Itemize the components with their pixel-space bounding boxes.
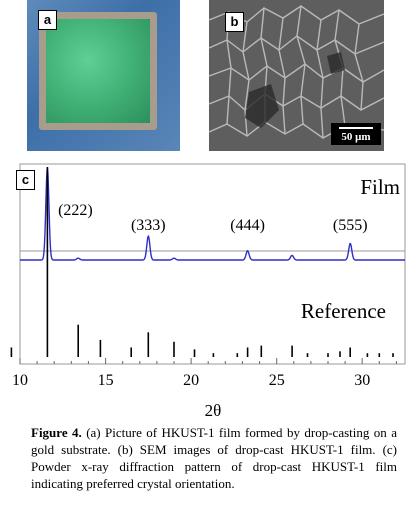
peak-label: (333) <box>131 217 166 234</box>
panel-label-a: a <box>38 10 57 30</box>
scale-bar-label: 50 μm <box>341 131 371 143</box>
peak-label: (222) <box>58 202 93 219</box>
film-photo: a <box>27 0 180 151</box>
x-axis-label: 2θ <box>205 401 222 420</box>
hkust-film <box>46 19 150 123</box>
scale-bar-line <box>339 127 373 129</box>
x-tick-label: 25 <box>269 372 285 389</box>
caption-label: Figure 4. <box>31 425 82 440</box>
x-tick-label: 15 <box>98 372 114 389</box>
scale-bar: 50 μm <box>331 123 381 145</box>
sem-image: b 50 μm <box>209 0 384 151</box>
x-tick-label: 10 <box>12 372 28 389</box>
caption-text: (a) Picture of HKUST-1 film formed by dr… <box>31 425 397 491</box>
plot-frame <box>19 163 406 365</box>
panel-label-b: b <box>225 12 244 32</box>
gold-substrate <box>39 12 157 130</box>
figure-caption: Figure 4. (a) Picture of HKUST-1 film fo… <box>31 424 397 492</box>
peak-label: (444) <box>230 217 265 234</box>
panel-label-c: c <box>16 170 35 190</box>
xrd-chart: (222) (333) (444) (555) 10 15 20 25 30 Film Ref… <box>10 163 406 420</box>
x-tick-label: 20 <box>183 372 199 389</box>
x-tick-label: 30 <box>354 372 370 389</box>
series-label-reference: Reference <box>301 299 386 323</box>
peak-label: (555) <box>333 217 368 234</box>
series-label-film: Film <box>360 175 400 199</box>
film-trace <box>20 168 405 261</box>
